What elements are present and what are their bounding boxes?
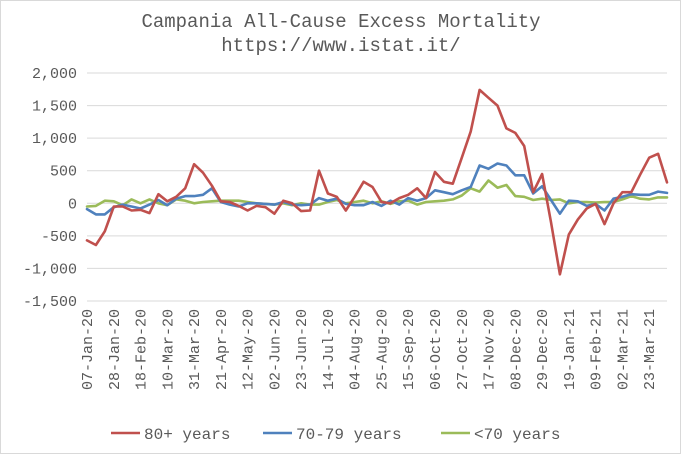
series-line-2 bbox=[85, 179, 669, 208]
x-tick-label: 02-Mar-21 bbox=[615, 309, 632, 390]
x-tick-label: 19-Jan-21 bbox=[562, 309, 579, 390]
x-tick-label: 09-Feb-21 bbox=[589, 309, 606, 390]
series-line-1 bbox=[85, 162, 669, 216]
x-tick-label: 25-Aug-20 bbox=[374, 309, 391, 390]
x-tick-label: 27-Oct-20 bbox=[455, 309, 472, 390]
y-axis-ticks: -1,500 -1,000 -500 0 500 1,000 1,500 2,000 bbox=[23, 66, 77, 311]
x-tick-label: 12-May-20 bbox=[241, 309, 258, 390]
y-tick-label: 1,500 bbox=[32, 99, 77, 116]
x-tick-label: 23-Mar-21 bbox=[642, 309, 659, 390]
y-tick-label: 2,000 bbox=[32, 66, 77, 83]
x-tick-label: 06-Oct-20 bbox=[428, 309, 445, 390]
chart-title: Campania All-Cause Excess Mortality bbox=[141, 11, 540, 33]
y-tick-label: 0 bbox=[68, 196, 77, 213]
series-line-0 bbox=[85, 88, 669, 276]
legend-label-1: 70-79 years bbox=[296, 426, 402, 444]
x-tick-label: 07-Jan-20 bbox=[80, 309, 97, 390]
x-tick-label: 31-Mar-20 bbox=[187, 309, 204, 390]
y-tick-label: 500 bbox=[50, 164, 77, 181]
series-lines bbox=[85, 88, 669, 276]
y-tick-label: 1,000 bbox=[32, 131, 77, 148]
x-tick-label: 18-Feb-20 bbox=[134, 309, 151, 390]
y-tick-label: -1,500 bbox=[23, 294, 77, 311]
grid-lines bbox=[87, 72, 667, 302]
chart-subtitle: https://www.istat.it/ bbox=[221, 35, 460, 57]
x-tick-label: 21-Apr-20 bbox=[214, 309, 231, 390]
x-tick-label: 14-Jul-20 bbox=[321, 309, 338, 390]
x-tick-label: 04-Aug-20 bbox=[348, 309, 365, 390]
x-tick-label: 15-Sep-20 bbox=[401, 309, 418, 390]
x-tick-label: 08-Dec-20 bbox=[508, 309, 525, 390]
legend-label-2: <70 years bbox=[474, 426, 560, 444]
x-tick-label: 28-Jan-20 bbox=[107, 309, 124, 390]
legend-label-0: 80+ years bbox=[144, 426, 230, 444]
y-tick-label: -500 bbox=[41, 229, 77, 246]
y-tick-label: -1,000 bbox=[23, 261, 77, 278]
x-tick-label: 23-Jun-20 bbox=[294, 309, 311, 390]
x-tick-label: 02-Jun-20 bbox=[267, 309, 284, 390]
legend: 80+ years 70-79 years <70 years bbox=[111, 426, 560, 444]
x-tick-label: 10-Mar-20 bbox=[160, 309, 177, 390]
x-axis-ticks: 07-Jan-20 28-Jan-20 18-Feb-20 10-Mar-20 31-M… bbox=[80, 309, 659, 390]
x-tick-label: 17-Nov-20 bbox=[482, 309, 499, 390]
x-tick-label: 29-Dec-20 bbox=[535, 309, 552, 390]
